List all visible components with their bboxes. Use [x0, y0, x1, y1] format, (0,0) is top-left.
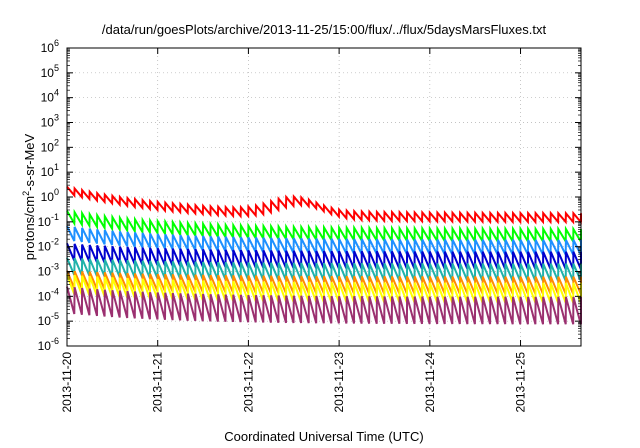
x-axis-label: Coordinated Universal Time (UTC) [224, 429, 423, 444]
x-tick-label: 2013-11-20 [60, 352, 74, 413]
chart-title: /data/run/goesPlots/archive/2013-11-25/1… [102, 22, 547, 37]
y-tick-label-base: 10 [38, 339, 52, 353]
y-axis-label-base: protons/cm [22, 196, 37, 260]
series-group [66, 185, 582, 325]
y-axis-label-rest: -s-sr-MeV [22, 133, 37, 190]
series-line [66, 208, 582, 246]
y-tick-label: 106 [41, 38, 59, 55]
series-line [66, 274, 582, 304]
y-tick-label-base: 10 [38, 215, 52, 229]
y-tick-label: 105 [41, 63, 59, 80]
y-tick-label: 101 [41, 162, 59, 179]
y-tick-label-base: 10 [41, 140, 55, 154]
y-tick-label-base: 10 [41, 116, 55, 130]
y-tick-label-base: 10 [41, 41, 55, 55]
y-tick-label-exponent: 3 [54, 113, 59, 123]
y-tick-label-base: 10 [41, 91, 55, 105]
y-tick-label-exponent: -2 [51, 237, 59, 247]
y-tick-label: 10-5 [38, 311, 59, 328]
x-tick-label: 2013-11-21 [151, 352, 165, 413]
y-tick-label-exponent: 2 [54, 137, 59, 147]
y-tick-label-exponent: 1 [54, 162, 59, 172]
y-tick-label: 10-2 [38, 237, 59, 254]
series-line [66, 243, 582, 270]
y-tick-label-exponent: 0 [54, 187, 59, 197]
y-tick-label-exponent: 4 [54, 88, 59, 98]
y-tick-label: 10-3 [38, 262, 59, 279]
series-line [66, 185, 582, 225]
y-tick-label-exponent: -5 [51, 311, 59, 321]
x-tick-label: 2013-11-23 [332, 352, 346, 413]
y-tick-label-base: 10 [41, 165, 55, 179]
y-tick-label: 10-6 [38, 336, 59, 353]
y-tick-label-base: 10 [38, 314, 52, 328]
x-axis: 2013-11-20 2013-11-21 2013-11-22 2013-11-23… [60, 48, 528, 413]
y-tick-label-base: 10 [38, 289, 52, 303]
y-tick-label-exponent: -6 [51, 336, 59, 346]
y-tick-label: 100 [41, 187, 59, 204]
y-axis-label-sup: 2 [21, 191, 31, 196]
y-tick-label: 10-1 [38, 212, 59, 229]
x-tick-label: 2013-11-24 [423, 352, 437, 413]
y-tick-label: 103 [41, 113, 59, 130]
y-tick-label-exponent: -4 [51, 286, 59, 296]
y-tick-label-base: 10 [41, 190, 55, 204]
series-line [66, 225, 582, 256]
y-tick-label-exponent: 6 [54, 38, 59, 48]
x-tick-label: 2013-11-25 [514, 352, 528, 413]
y-tick-label: 104 [41, 88, 59, 105]
y-tick-label-exponent: 5 [54, 63, 59, 73]
y-tick-label-base: 10 [38, 265, 52, 279]
y-tick-label: 10-4 [38, 286, 59, 303]
y-tick-label-exponent: -1 [51, 212, 59, 222]
y-tick-label-exponent: -3 [51, 262, 59, 272]
y-tick-label: 102 [41, 137, 59, 154]
x-tick-label: 2013-11-22 [241, 352, 255, 413]
series-line [66, 270, 582, 295]
y-axis-label: protons/cm2-s-sr-MeV [21, 133, 37, 260]
y-tick-label-base: 10 [38, 240, 52, 254]
series-line [66, 286, 582, 325]
series-line [66, 257, 582, 282]
y-tick-label-base: 10 [41, 66, 55, 80]
